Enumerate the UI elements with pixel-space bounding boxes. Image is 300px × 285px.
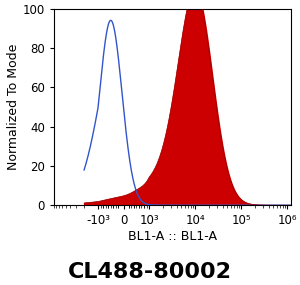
Y-axis label: Normalized To Mode: Normalized To Mode xyxy=(7,44,20,170)
X-axis label: BL1-A :: BL1-A: BL1-A :: BL1-A xyxy=(128,230,217,243)
Text: CL488-80002: CL488-80002 xyxy=(68,262,232,282)
